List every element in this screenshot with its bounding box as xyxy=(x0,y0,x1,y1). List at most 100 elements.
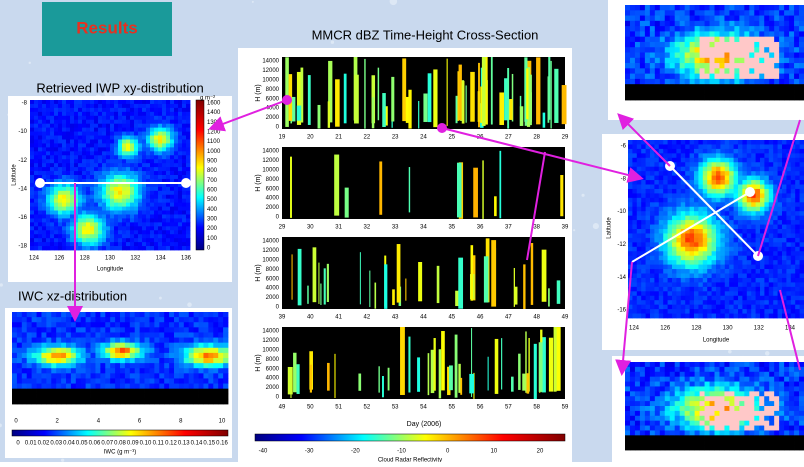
heat-cell xyxy=(769,5,774,11)
tick-label: 8000 xyxy=(266,177,280,183)
heat-cell xyxy=(54,191,58,195)
heat-cell xyxy=(725,287,730,292)
heat-cell xyxy=(725,282,730,287)
heat-cell xyxy=(773,140,778,145)
heat-cell xyxy=(30,203,34,207)
heat-cell xyxy=(98,203,102,207)
heat-cell xyxy=(58,203,62,207)
heat-cell xyxy=(751,158,756,163)
heat-cell xyxy=(725,314,730,319)
heat-cell xyxy=(22,353,27,359)
heat-cell xyxy=(130,368,135,374)
heat-cell xyxy=(159,338,164,344)
heat-cell xyxy=(126,163,130,167)
heat-cell xyxy=(650,84,655,90)
heat-cell xyxy=(71,378,76,384)
heat-cell xyxy=(37,338,42,344)
heat-cell xyxy=(734,140,739,145)
heat-cell xyxy=(51,363,56,369)
heat-cell xyxy=(86,116,90,120)
heat-cell xyxy=(12,378,17,384)
heat-cell xyxy=(71,327,76,333)
heat-cell xyxy=(663,171,668,176)
heat-cell xyxy=(738,296,743,301)
radar-echo xyxy=(536,57,540,124)
heat-cell xyxy=(94,104,98,108)
heat-cell xyxy=(707,300,712,305)
heat-cell xyxy=(698,167,703,172)
heat-cell xyxy=(681,305,686,310)
heat-cell xyxy=(632,314,637,319)
heat-cell xyxy=(70,222,74,226)
heat-cell xyxy=(773,233,778,238)
heat-cell xyxy=(146,124,150,128)
heat-cell xyxy=(54,124,58,128)
heat-cell xyxy=(166,112,170,116)
radar-echo xyxy=(548,76,550,122)
heat-cell xyxy=(61,353,66,359)
heat-cell xyxy=(744,31,749,37)
heat-cell xyxy=(82,159,86,163)
heat-cell xyxy=(22,322,27,328)
heat-cell xyxy=(42,222,46,226)
heat-cell xyxy=(742,274,747,279)
heat-cell xyxy=(74,175,78,179)
heat-cell xyxy=(668,153,673,158)
heat-cell xyxy=(800,162,804,167)
heat-cell xyxy=(715,26,720,32)
heat-cell xyxy=(690,158,695,163)
heat-cell xyxy=(169,394,174,400)
heat-cell xyxy=(675,84,680,90)
heat-cell xyxy=(27,373,32,379)
heat-cell xyxy=(22,358,27,364)
heat-cell xyxy=(646,189,651,194)
heat-cell xyxy=(789,5,794,11)
tick-label: 29 xyxy=(279,225,286,231)
heat-cell xyxy=(126,226,130,230)
heat-cell xyxy=(145,317,150,323)
heat-cell xyxy=(729,233,734,238)
heat-cell xyxy=(707,269,712,274)
heat-cell xyxy=(54,203,58,207)
heat-cell xyxy=(764,287,769,292)
heat-cell xyxy=(182,124,186,128)
heat-cell xyxy=(126,175,130,179)
heat-cell xyxy=(164,317,169,323)
heat-cell xyxy=(30,211,34,215)
heat-cell xyxy=(125,312,130,318)
heat-cell xyxy=(744,53,749,59)
heat-cell xyxy=(78,132,82,136)
heat-cell xyxy=(54,163,58,167)
heat-cell xyxy=(650,153,655,158)
heat-cell xyxy=(654,229,659,234)
heat-cell xyxy=(54,155,58,159)
heat-cell xyxy=(655,79,660,85)
heat-cell xyxy=(61,378,66,384)
heat-cell xyxy=(203,373,208,379)
snowflake xyxy=(29,62,31,64)
heat-cell xyxy=(58,207,62,211)
heat-cell xyxy=(38,128,42,132)
heat-cell xyxy=(42,203,46,207)
heat-cell xyxy=(12,373,17,379)
heat-cell xyxy=(719,89,724,95)
heat-cell xyxy=(720,180,725,185)
heat-cell xyxy=(791,225,796,230)
heat-cell xyxy=(174,246,178,250)
heat-cell xyxy=(778,269,783,274)
tick-label: 52 xyxy=(364,405,371,411)
heat-cell xyxy=(738,247,743,252)
heat-cell xyxy=(720,291,725,296)
heat-cell xyxy=(114,222,118,226)
heat-cell xyxy=(654,238,659,243)
heat-cell xyxy=(681,265,686,270)
heat-cell xyxy=(756,296,761,301)
heat-cell xyxy=(17,312,22,318)
heat-cell xyxy=(654,287,659,292)
radar-echo xyxy=(471,245,474,301)
heat-cell xyxy=(729,37,734,43)
heat-cell xyxy=(695,58,700,64)
heat-cell xyxy=(650,314,655,319)
heat-cell xyxy=(800,202,804,207)
heat-cell xyxy=(179,394,184,400)
